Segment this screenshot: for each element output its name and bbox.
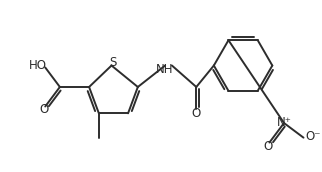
Text: S: S <box>109 56 116 69</box>
Text: O: O <box>192 107 201 120</box>
Text: O: O <box>264 140 273 153</box>
Text: N⁺: N⁺ <box>277 116 291 128</box>
Text: HO: HO <box>28 59 46 72</box>
Text: O: O <box>40 103 49 116</box>
Text: O⁻: O⁻ <box>306 130 321 143</box>
Text: NH: NH <box>156 63 174 76</box>
